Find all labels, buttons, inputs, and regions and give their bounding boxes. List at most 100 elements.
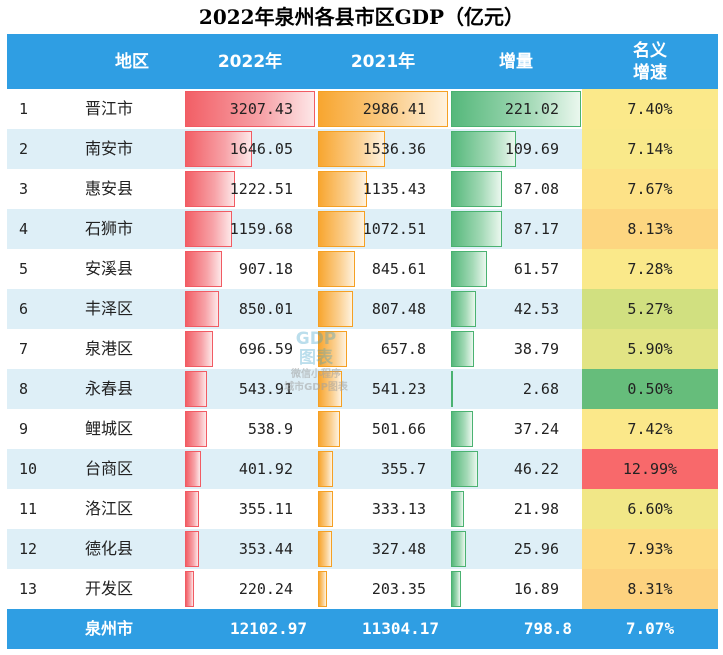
row-rank: 4 <box>19 220 29 238</box>
bar-y2022 <box>185 171 235 207</box>
total-2022: 12102.97 <box>229 619 307 638</box>
table-row: 13 开发区 220.24 203.35 16.89 8.31% <box>7 569 718 609</box>
bar-y2021 <box>318 371 342 407</box>
value-y2021: 501.66 <box>371 420 426 438</box>
row-rank: 6 <box>19 300 29 318</box>
table-row: 3 惠安县 1222.51 1135.43 87.08 7.67% <box>7 169 718 209</box>
value-increase: 21.98 <box>513 500 559 518</box>
header-region: 地区 <box>115 51 149 72</box>
value-rate: 7.40% <box>582 89 718 129</box>
bar-y2021 <box>318 411 340 447</box>
bar-increase <box>451 531 466 567</box>
value-increase: 42.53 <box>513 300 559 318</box>
bar-increase <box>451 331 474 367</box>
row-region: 石狮市 <box>85 219 134 238</box>
bar-y2021 <box>318 451 333 487</box>
value-y2021: 657.8 <box>380 340 426 358</box>
row-rank: 9 <box>19 420 29 438</box>
row-rank: 5 <box>19 260 29 278</box>
bar-increase <box>451 451 478 487</box>
row-rank: 13 <box>19 580 38 598</box>
value-rate: 0.50% <box>582 369 718 409</box>
table-header: 地区 2022年 2021年 增量 名义 增速 <box>7 34 718 89</box>
bar-increase <box>451 371 453 407</box>
table-row: 12 德化县 353.44 327.48 25.96 7.93% <box>7 529 718 569</box>
bar-y2022 <box>185 211 232 247</box>
row-region: 安溪县 <box>85 259 134 278</box>
value-y2021: 1536.36 <box>362 140 426 158</box>
value-rate: 7.14% <box>582 129 718 169</box>
table-row: 4 石狮市 1159.68 1072.51 87.17 8.13% <box>7 209 718 249</box>
value-y2022: 355.11 <box>238 500 293 518</box>
value-y2022: 353.44 <box>238 540 293 558</box>
value-rate: 8.31% <box>582 569 718 609</box>
value-y2021: 845.61 <box>371 260 426 278</box>
value-rate: 5.27% <box>582 289 718 329</box>
header-rate: 名义 增速 <box>633 40 667 83</box>
row-rank: 3 <box>19 180 29 198</box>
value-rate: 7.28% <box>582 249 718 289</box>
bar-y2021 <box>318 331 347 367</box>
value-increase: 25.96 <box>513 540 559 558</box>
table-row: 10 台商区 401.92 355.7 46.22 12.99% <box>7 449 718 489</box>
value-rate: 8.13% <box>582 209 718 249</box>
watermark-text-line4: 城市GDP图表 <box>284 382 348 393</box>
value-y2022: 1159.68 <box>229 220 293 238</box>
bar-y2021 <box>318 251 355 287</box>
bar-y2022 <box>185 491 199 527</box>
bar-increase <box>451 251 487 287</box>
table-row: 2 南安市 1646.05 1536.36 109.69 7.14% <box>7 129 718 169</box>
bar-y2021 <box>318 91 448 127</box>
table-row: 7 泉港区 696.59 657.8 38.79 5.90% <box>7 329 718 369</box>
row-region: 德化县 <box>85 539 134 558</box>
value-y2022: 1646.05 <box>229 140 293 158</box>
bar-y2021 <box>318 491 333 527</box>
row-region: 丰泽区 <box>85 299 134 318</box>
bar-y2022 <box>185 451 201 487</box>
header-2021: 2021年 <box>350 51 416 72</box>
header-increase: 增量 <box>499 51 533 72</box>
value-y2022: 850.01 <box>238 300 293 318</box>
header-2022: 2022年 <box>217 51 283 72</box>
row-region: 泉港区 <box>85 339 134 358</box>
watermark: GDP 图表 微信小程序 城市GDP图表 <box>276 330 356 394</box>
bar-y2021 <box>318 131 385 167</box>
value-rate: 5.90% <box>582 329 718 369</box>
value-rate: 7.42% <box>582 409 718 449</box>
page-title: 2022年泉州各县市区GDP（亿元） <box>198 5 525 29</box>
value-increase: 109.69 <box>504 140 559 158</box>
table-row: 5 安溪县 907.18 845.61 61.57 7.28% <box>7 249 718 289</box>
value-y2021: 327.48 <box>371 540 426 558</box>
row-region: 鲤城区 <box>85 419 134 438</box>
row-rank: 11 <box>19 500 38 518</box>
value-y2021: 1135.43 <box>362 180 426 198</box>
bar-y2021 <box>318 531 332 567</box>
table-footer-total: 泉州市 12102.97 11304.17 798.8 7.07% <box>7 609 718 649</box>
bar-y2021 <box>318 291 353 327</box>
bar-y2022 <box>185 131 252 167</box>
bar-increase <box>451 491 464 527</box>
total-increase: 798.8 <box>523 619 572 638</box>
value-y2022: 543.91 <box>238 380 293 398</box>
table-row: 9 鲤城区 538.9 501.66 37.24 7.42% <box>7 409 718 449</box>
value-y2022: 538.9 <box>247 420 293 438</box>
table-row: 11 洛江区 355.11 333.13 21.98 6.60% <box>7 489 718 529</box>
value-increase: 16.89 <box>513 580 559 598</box>
table-row: 1 晋江市 3207.43 2986.41 221.02 7.40% <box>7 89 718 129</box>
total-rate: 7.07% <box>625 619 675 638</box>
value-y2022: 220.24 <box>238 580 293 598</box>
value-increase: 2.68 <box>522 380 559 398</box>
table-row: 8 永春县 543.91 541.23 2.68 0.50% <box>7 369 718 409</box>
bar-increase <box>451 131 516 167</box>
row-region: 台商区 <box>85 459 134 478</box>
value-increase: 38.79 <box>513 340 559 358</box>
bar-increase <box>451 411 473 447</box>
bar-increase <box>451 211 502 247</box>
value-increase: 221.02 <box>504 100 559 118</box>
bar-y2021 <box>318 171 367 207</box>
total-region: 泉州市 <box>85 619 134 638</box>
row-region: 永春县 <box>85 379 134 398</box>
bar-y2022 <box>185 91 315 127</box>
value-rate: 7.67% <box>582 169 718 209</box>
value-y2022: 696.59 <box>238 340 293 358</box>
